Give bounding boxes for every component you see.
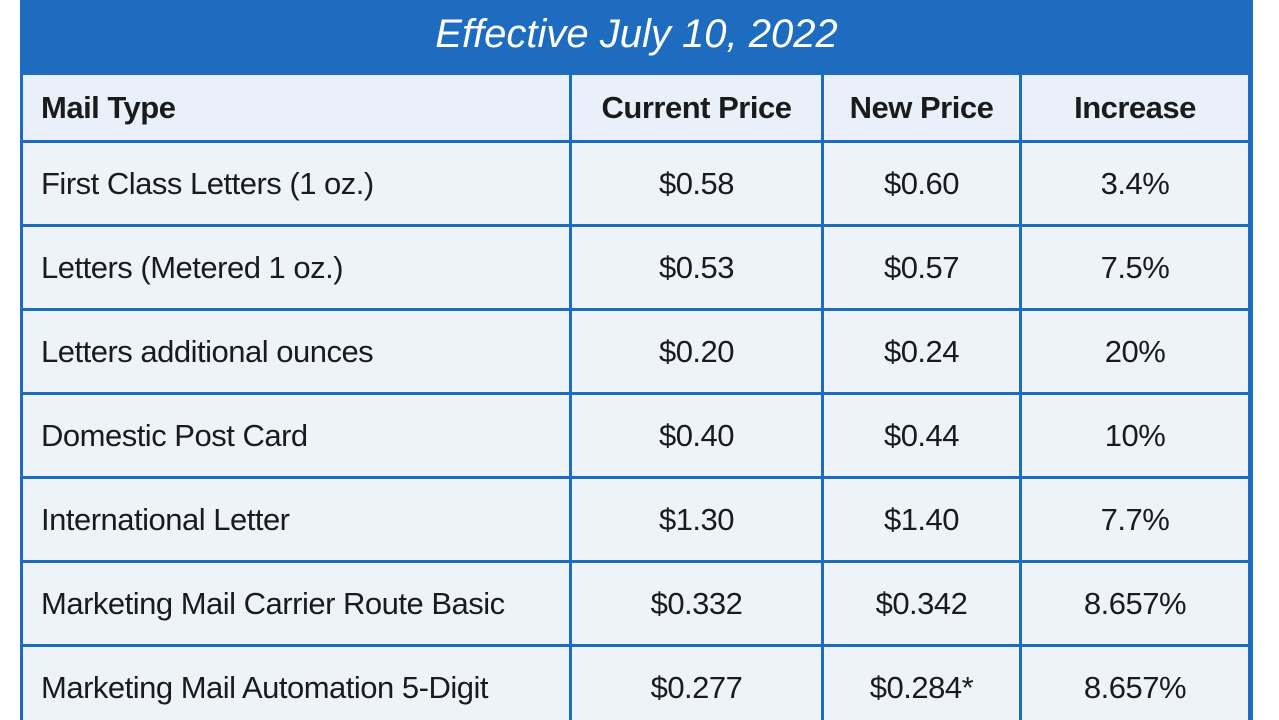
table-cell: Letters (Metered 1 oz.)	[23, 227, 569, 308]
table-cell: $0.332	[572, 563, 821, 644]
table-cell: 8.657%	[1022, 647, 1248, 720]
table-cell: Domestic Post Card	[23, 395, 569, 476]
column-header: New Price	[824, 75, 1019, 140]
table-cell: 7.7%	[1022, 479, 1248, 560]
table-cell: $0.40	[572, 395, 821, 476]
column-header: Increase	[1022, 75, 1248, 140]
table-cell: $0.277	[572, 647, 821, 720]
subtitle-banner: Effective July 10, 2022	[20, 0, 1253, 72]
table-cell: 10%	[1022, 395, 1248, 476]
table-cell: Marketing Mail Carrier Route Basic	[23, 563, 569, 644]
table-cell: $0.60	[824, 143, 1019, 224]
column-header: Mail Type	[23, 75, 569, 140]
table-cell: Letters additional ounces	[23, 311, 569, 392]
subtitle: Effective July 10, 2022	[435, 11, 838, 56]
table-cell: $0.57	[824, 227, 1019, 308]
table-cell: $0.53	[572, 227, 821, 308]
table-cell: 8.657%	[1022, 563, 1248, 644]
table-cell: 7.5%	[1022, 227, 1248, 308]
table-cell: $0.44	[824, 395, 1019, 476]
table-cell: 20%	[1022, 311, 1248, 392]
table-cell: First Class Letters (1 oz.)	[23, 143, 569, 224]
table-cell: $0.342	[824, 563, 1019, 644]
table-cell: International Letter	[23, 479, 569, 560]
table-cell: $1.30	[572, 479, 821, 560]
rate-table-panel: Effective July 10, 2022 Mail Type Current…	[20, 0, 1253, 720]
table-cell: $0.58	[572, 143, 821, 224]
column-header: Current Price	[572, 75, 821, 140]
table-cell: $0.24	[824, 311, 1019, 392]
table-cell: $0.284*	[824, 647, 1019, 720]
table-cell: $0.20	[572, 311, 821, 392]
table-cell: 3.4%	[1022, 143, 1248, 224]
table-cell: $1.40	[824, 479, 1019, 560]
table-cell: Marketing Mail Automation 5-Digit	[23, 647, 569, 720]
